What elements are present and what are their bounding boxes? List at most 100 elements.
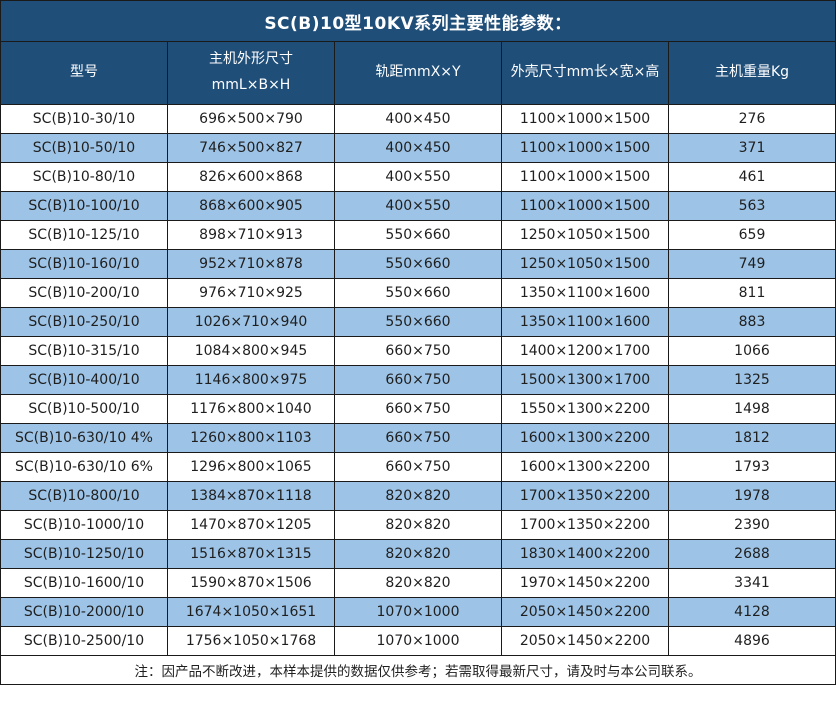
table-cell: 1400×1200×1700	[501, 336, 669, 366]
table-cell: SC(B)10-30/10	[0, 104, 168, 134]
column-header-3: 外壳尺寸mm长×宽×高	[501, 41, 669, 105]
table-cell: 461	[668, 162, 836, 192]
table-cell: 1176×800×1040	[167, 394, 335, 424]
table-row: SC(B)10-315/10 1084×800×945 660×750 1400×12…	[0, 336, 836, 366]
table-cell: 660×750	[334, 394, 502, 424]
table-cell: 1550×1300×2200	[501, 394, 669, 424]
table-cell: 746×500×827	[167, 133, 335, 163]
table-row: SC(B)10-1000/10 1470×870×1205 820×820 1700×…	[0, 510, 836, 540]
table-cell: 1350×1100×1600	[501, 278, 669, 308]
table-cell: 1070×1000	[334, 597, 502, 627]
table-cell: SC(B)10-1000/10	[0, 510, 168, 540]
table-cell: 1498	[668, 394, 836, 424]
table-cell: SC(B)10-100/10	[0, 191, 168, 221]
table-cell: 1700×1350×2200	[501, 481, 669, 511]
table-row: SC(B)10-50/10 746×500×827 400×450 1100×1000…	[0, 133, 836, 163]
table-cell: 660×750	[334, 423, 502, 453]
column-header-4: 主机重量Kg	[668, 41, 836, 105]
table-cell: 550×660	[334, 278, 502, 308]
table-cell: 1384×870×1118	[167, 481, 335, 511]
table-cell: 820×820	[334, 568, 502, 598]
table-cell: 550×660	[334, 220, 502, 250]
table-cell: 1793	[668, 452, 836, 482]
table-cell: SC(B)10-50/10	[0, 133, 168, 163]
table-cell: 276	[668, 104, 836, 134]
table-cell: 1325	[668, 365, 836, 395]
table-cell: 1250×1050×1500	[501, 220, 669, 250]
column-header-2: 轨距mmX×Y	[334, 41, 502, 105]
table-cell: 659	[668, 220, 836, 250]
table-cell: SC(B)10-160/10	[0, 249, 168, 279]
table-row: SC(B)10-630/10 4% 1260×800×1103 660×750 160…	[0, 423, 836, 453]
table-cell: 1350×1100×1600	[501, 307, 669, 337]
table-cell: 1070×1000	[334, 626, 502, 656]
table-cell: SC(B)10-2500/10	[0, 626, 168, 656]
table-cell: 371	[668, 133, 836, 163]
table-cell: 1296×800×1065	[167, 452, 335, 482]
table-cell: SC(B)10-630/10 4%	[0, 423, 168, 453]
column-header-0: 型号	[0, 41, 168, 105]
table-cell: 2050×1450×2200	[501, 626, 669, 656]
table-cell: 1100×1000×1500	[501, 104, 669, 134]
table-row: SC(B)10-160/10 952×710×878 550×660 1250×105…	[0, 249, 836, 279]
table-cell: 400×450	[334, 104, 502, 134]
table-cell: 2390	[668, 510, 836, 540]
table-cell: 550×660	[334, 249, 502, 279]
table-cell: 1516×870×1315	[167, 539, 335, 569]
table-cell: 952×710×878	[167, 249, 335, 279]
table-cell: 563	[668, 191, 836, 221]
table-cell: 883	[668, 307, 836, 337]
table-cell: 1026×710×940	[167, 307, 335, 337]
table-cell: 1100×1000×1500	[501, 191, 669, 221]
table-header-row: 型号 主机外形尺寸 mmL×B×H 轨距mmX×Y 外壳尺寸mm长×宽×高 主机重量Kg	[0, 41, 836, 105]
table-cell: 1100×1000×1500	[501, 133, 669, 163]
table-row: SC(B)10-200/10 976×710×925 550×660 1350×110…	[0, 278, 836, 308]
table-cell: 1674×1050×1651	[167, 597, 335, 627]
table-cell: 826×600×868	[167, 162, 335, 192]
table-title: SC(B)10型10KV系列主要性能参数：	[0, 0, 836, 42]
table-cell: 1600×1300×2200	[501, 452, 669, 482]
table-cell: 820×820	[334, 481, 502, 511]
table-cell: SC(B)10-500/10	[0, 394, 168, 424]
table-row: SC(B)10-800/10 1384×870×1118 820×820 1700×1…	[0, 481, 836, 511]
table-cell: SC(B)10-1600/10	[0, 568, 168, 598]
footnote-row: 注：因产品不断改进，本样本提供的数据仅供参考；若需取得最新尺寸，请及时与本公司联…	[0, 655, 836, 685]
table-cell: 660×750	[334, 365, 502, 395]
table-row: SC(B)10-1250/10 1516×870×1315 820×820 1830×…	[0, 539, 836, 569]
table-title-row: SC(B)10型10KV系列主要性能参数：	[0, 0, 836, 42]
table-row: SC(B)10-100/10 868×600×905 400×550 1100×100…	[0, 191, 836, 221]
table-cell: SC(B)10-200/10	[0, 278, 168, 308]
table-cell: 868×600×905	[167, 191, 335, 221]
table-cell: 820×820	[334, 539, 502, 569]
table-cell: 1146×800×975	[167, 365, 335, 395]
table-cell: 1100×1000×1500	[501, 162, 669, 192]
table-row: SC(B)10-80/10 826×600×868 400×550 1100×1000…	[0, 162, 836, 192]
table-cell: SC(B)10-315/10	[0, 336, 168, 366]
table-row: SC(B)10-1600/10 1590×870×1506 820×820 1970×…	[0, 568, 836, 598]
table-cell: 660×750	[334, 452, 502, 482]
table-row: SC(B)10-500/10 1176×800×1040 660×750 1550×1…	[0, 394, 836, 424]
table-cell: 660×750	[334, 336, 502, 366]
table-cell: 2050×1450×2200	[501, 597, 669, 627]
table-cell: 1978	[668, 481, 836, 511]
table-cell: 3341	[668, 568, 836, 598]
table-cell: 1260×800×1103	[167, 423, 335, 453]
table-cell: 1700×1350×2200	[501, 510, 669, 540]
table-row: SC(B)10-630/10 6% 1296×800×1065 660×750 160…	[0, 452, 836, 482]
table-cell: SC(B)10-250/10	[0, 307, 168, 337]
table-cell: SC(B)10-1250/10	[0, 539, 168, 569]
table-cell: SC(B)10-125/10	[0, 220, 168, 250]
table-cell: 976×710×925	[167, 278, 335, 308]
table-cell: 1066	[668, 336, 836, 366]
table-cell: SC(B)10-80/10	[0, 162, 168, 192]
spec-table: SC(B)10型10KV系列主要性能参数： 型号 主机外形尺寸 mmL×B×H 轨距m…	[0, 0, 836, 685]
table-cell: 1600×1300×2200	[501, 423, 669, 453]
table-cell: 1970×1450×2200	[501, 568, 669, 598]
table-row: SC(B)10-30/10 696×500×790 400×450 1100×1000…	[0, 104, 836, 134]
table-cell: 1470×870×1205	[167, 510, 335, 540]
table-cell: 1084×800×945	[167, 336, 335, 366]
table-cell: 4128	[668, 597, 836, 627]
table-cell: 1830×1400×2200	[501, 539, 669, 569]
table-cell: 1590×870×1506	[167, 568, 335, 598]
